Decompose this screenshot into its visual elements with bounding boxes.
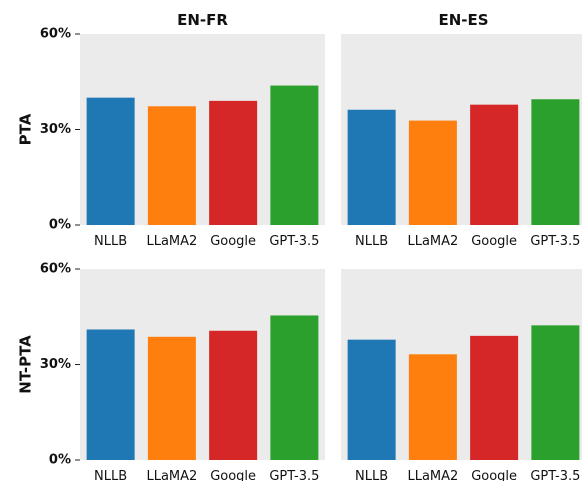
x-tick-label-llama2: LLaMA2 — [146, 469, 197, 481]
bar-nt-pta-en-fr-nllb — [86, 329, 135, 460]
x-tick-label-gpt-3-5: GPT-3.5 — [530, 469, 580, 481]
y-tick-label: 30% — [40, 122, 71, 137]
bar-pta-en-es-google — [470, 104, 519, 225]
x-tick-label-gpt-3-5: GPT-3.5 — [269, 469, 319, 481]
y-tick-label: 60% — [40, 27, 71, 42]
bar-nt-pta-en-fr-gpt-3-5 — [270, 315, 319, 460]
bar-nt-pta-en-es-gpt-3-5 — [531, 325, 580, 460]
bar-pta-en-es-nllb — [347, 109, 396, 225]
bar-pta-en-fr-nllb — [86, 97, 135, 225]
column-title-en-fr: EN-FR — [177, 11, 228, 29]
x-tick-label-nllb: NLLB — [355, 469, 388, 481]
x-tick-label-nllb: NLLB — [355, 234, 388, 249]
y-tick-label: 60% — [40, 262, 71, 277]
x-tick-label-nllb: NLLB — [94, 469, 127, 481]
column-title-en-es: EN-ES — [438, 11, 488, 29]
bar-pta-en-fr-gpt-3-5 — [270, 85, 319, 225]
row-title-nt-pta: NT-PTA — [17, 335, 35, 394]
x-tick-label-llama2: LLaMA2 — [407, 469, 458, 481]
bar-pta-en-fr-google — [209, 100, 258, 225]
x-tick-label-google: Google — [210, 234, 256, 249]
y-tick-label: 30% — [40, 357, 71, 372]
bar-pta-en-es-gpt-3-5 — [531, 99, 580, 225]
bar-nt-pta-en-fr-google — [209, 330, 258, 460]
bar-pta-en-fr-llama2 — [147, 106, 196, 225]
x-tick-label-nllb: NLLB — [94, 234, 127, 249]
bar-nt-pta-en-es-nllb — [347, 339, 396, 460]
row-title-pta: PTA — [17, 113, 35, 145]
bar-nt-pta-en-fr-llama2 — [147, 336, 196, 460]
x-tick-label-google: Google — [471, 469, 517, 481]
y-tick-label: 0% — [49, 218, 71, 233]
x-tick-label-google: Google — [471, 234, 517, 249]
x-tick-label-gpt-3-5: GPT-3.5 — [530, 234, 580, 249]
x-tick-label-llama2: LLaMA2 — [407, 234, 458, 249]
x-tick-label-llama2: LLaMA2 — [146, 234, 197, 249]
bar-nt-pta-en-es-llama2 — [408, 354, 457, 460]
bar-pta-en-es-llama2 — [408, 120, 457, 225]
y-tick-label: 0% — [49, 453, 71, 468]
x-tick-label-google: Google — [210, 469, 256, 481]
bar-nt-pta-en-es-google — [470, 335, 519, 460]
x-tick-label-gpt-3-5: GPT-3.5 — [269, 234, 319, 249]
